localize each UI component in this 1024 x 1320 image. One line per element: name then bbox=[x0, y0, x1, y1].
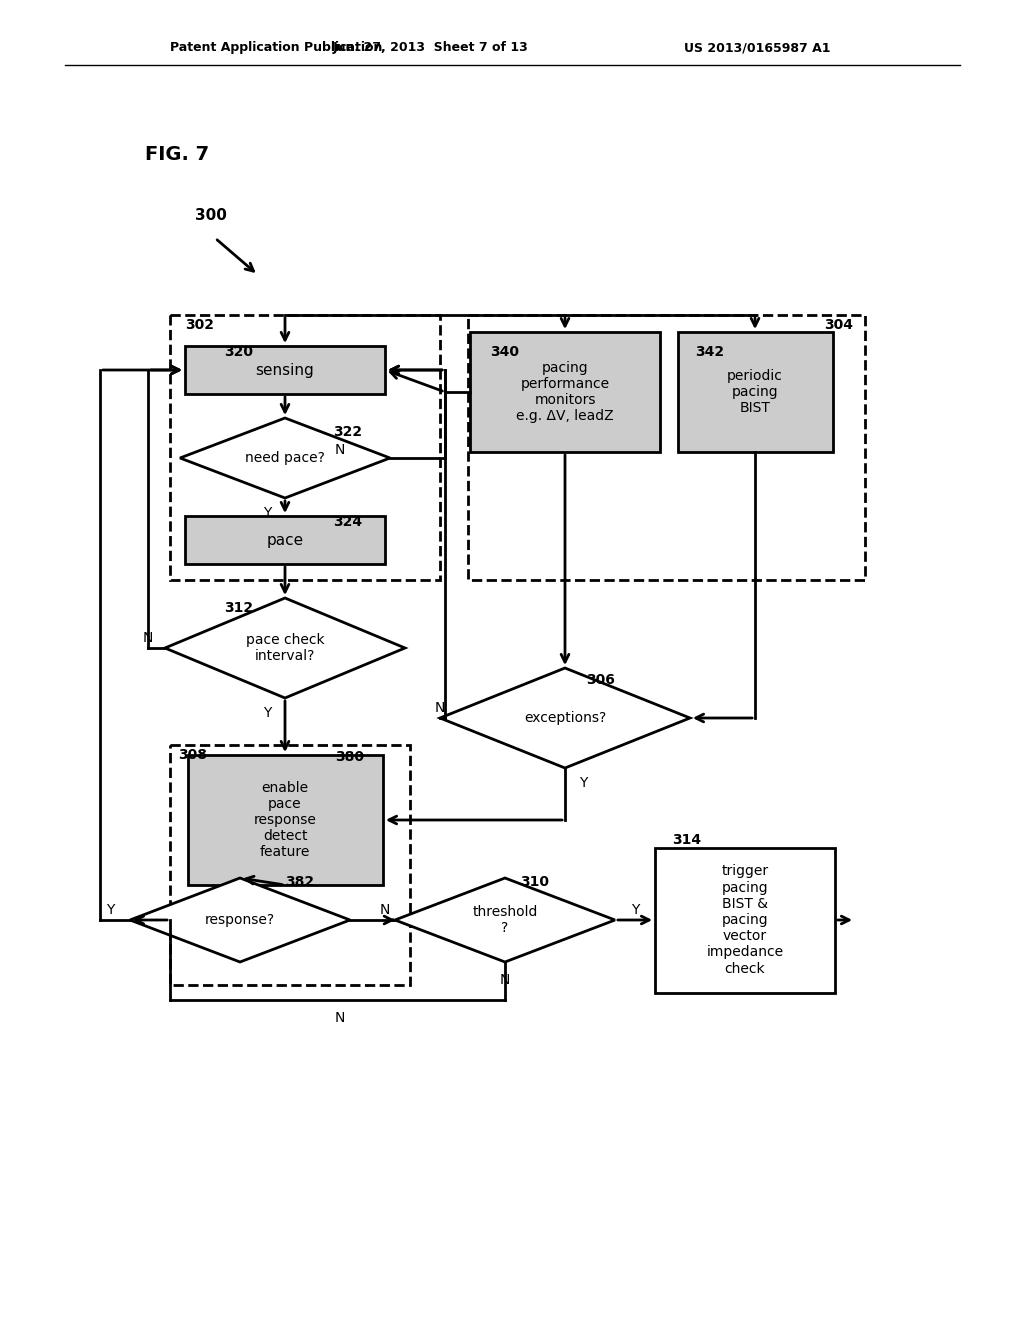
Polygon shape bbox=[440, 668, 690, 768]
Text: 382: 382 bbox=[285, 875, 314, 888]
Text: need pace?: need pace? bbox=[245, 451, 325, 465]
Polygon shape bbox=[130, 878, 350, 962]
Text: 380: 380 bbox=[335, 750, 364, 764]
Text: 312: 312 bbox=[224, 601, 253, 615]
Text: Patent Application Publication: Patent Application Publication bbox=[170, 41, 382, 54]
Polygon shape bbox=[395, 878, 615, 962]
Text: N: N bbox=[380, 903, 390, 917]
Text: pace check
interval?: pace check interval? bbox=[246, 632, 325, 663]
Text: 306: 306 bbox=[586, 673, 614, 686]
Text: Y: Y bbox=[263, 706, 271, 719]
Text: 308: 308 bbox=[178, 748, 207, 762]
Text: 340: 340 bbox=[490, 345, 519, 359]
Text: pacing
performance
monitors
e.g. ΔV, leadZ: pacing performance monitors e.g. ΔV, lea… bbox=[516, 360, 613, 424]
Text: threshold
?: threshold ? bbox=[472, 906, 538, 935]
Text: US 2013/0165987 A1: US 2013/0165987 A1 bbox=[683, 41, 830, 54]
Bar bbox=[678, 333, 833, 451]
Text: 342: 342 bbox=[695, 345, 724, 359]
Text: exceptions?: exceptions? bbox=[524, 711, 606, 725]
Bar bbox=[468, 315, 865, 579]
Text: Jun. 27, 2013  Sheet 7 of 13: Jun. 27, 2013 Sheet 7 of 13 bbox=[332, 41, 528, 54]
Text: 310: 310 bbox=[520, 875, 549, 888]
Text: 302: 302 bbox=[185, 318, 214, 333]
Bar bbox=[185, 516, 385, 564]
Polygon shape bbox=[165, 598, 406, 698]
Text: 314: 314 bbox=[672, 833, 701, 847]
Text: N: N bbox=[335, 444, 345, 457]
Text: sensing: sensing bbox=[256, 363, 314, 378]
Text: Y: Y bbox=[105, 903, 115, 917]
Polygon shape bbox=[180, 418, 390, 498]
Text: Y: Y bbox=[579, 776, 587, 789]
Bar bbox=[170, 744, 410, 985]
Text: FIG. 7: FIG. 7 bbox=[145, 145, 209, 165]
Bar bbox=[187, 755, 383, 884]
Text: enable
pace
response
detect
feature: enable pace response detect feature bbox=[254, 780, 316, 859]
Text: trigger
pacing
BIST &
pacing
vector
impedance
check: trigger pacing BIST & pacing vector impe… bbox=[707, 865, 783, 975]
Text: 320: 320 bbox=[224, 345, 253, 359]
Text: 304: 304 bbox=[824, 318, 853, 333]
Bar bbox=[470, 333, 660, 451]
Text: Y: Y bbox=[263, 506, 271, 520]
Text: N: N bbox=[142, 631, 154, 645]
Bar bbox=[170, 315, 440, 579]
Text: N: N bbox=[435, 701, 445, 715]
Text: N: N bbox=[500, 973, 510, 987]
Text: response?: response? bbox=[205, 913, 275, 927]
Text: Y: Y bbox=[631, 903, 639, 917]
Bar bbox=[655, 847, 835, 993]
Text: 300: 300 bbox=[195, 207, 227, 223]
Text: pace: pace bbox=[266, 532, 303, 548]
Text: periodic
pacing
BIST: periodic pacing BIST bbox=[727, 368, 783, 416]
Bar bbox=[185, 346, 385, 393]
Text: N: N bbox=[335, 1011, 345, 1026]
Text: 324: 324 bbox=[333, 515, 362, 529]
Text: 322: 322 bbox=[333, 425, 362, 440]
